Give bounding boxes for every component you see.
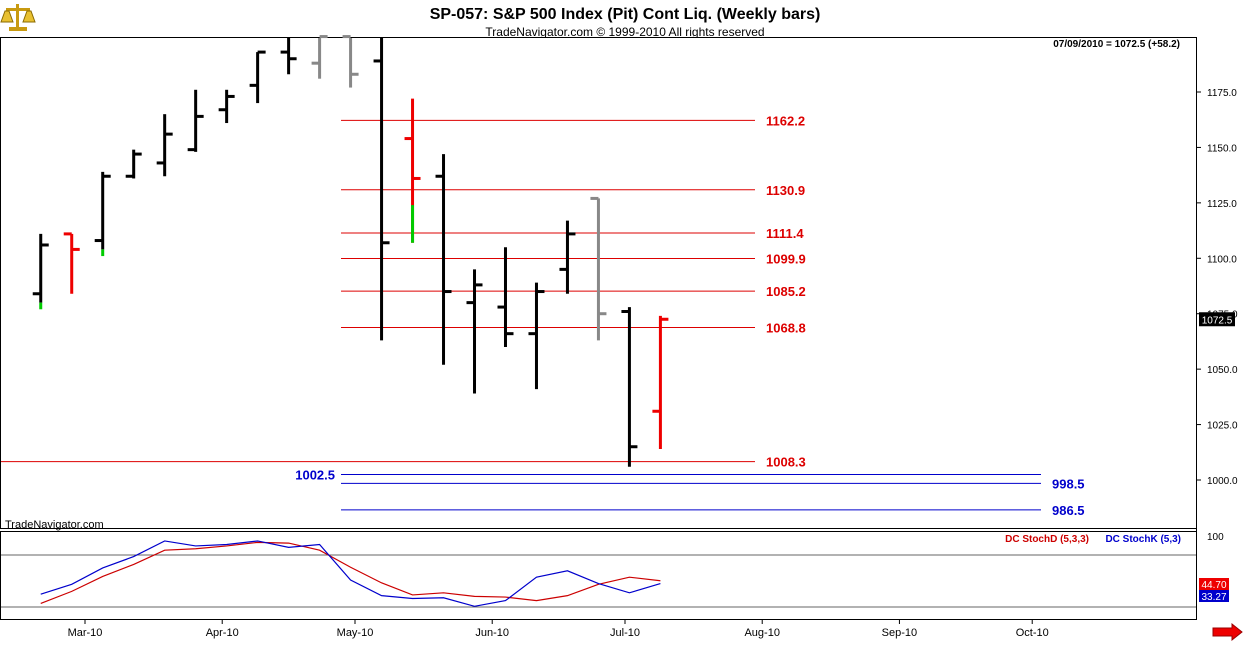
level-label: 1085.2 bbox=[766, 284, 806, 299]
date-tick-label: May-10 bbox=[337, 627, 374, 639]
stoch-last-box bbox=[1199, 590, 1229, 602]
date-tick-label: Sep-10 bbox=[882, 627, 917, 639]
last-price-box bbox=[1199, 312, 1235, 327]
stoch-panel bbox=[0, 531, 1197, 620]
level-label: 1002.5 bbox=[295, 467, 335, 482]
price-bar bbox=[528, 282, 545, 390]
price-bar bbox=[32, 233, 49, 303]
right-arrow-icon[interactable] bbox=[1212, 622, 1243, 642]
date-axis: Mar-10 Apr-10 May-10 Jun-10 Jul-10 Aug-10 Sep-… bbox=[68, 620, 1049, 639]
last-price-label: 1072.5 bbox=[1202, 315, 1233, 326]
price-bar bbox=[94, 171, 111, 250]
price-bar bbox=[63, 232, 80, 294]
date-tick-label: Oct-10 bbox=[1016, 627, 1049, 639]
date-tick-label: Jun-10 bbox=[475, 627, 509, 639]
price-bar bbox=[125, 149, 142, 179]
price-bars bbox=[32, 35, 669, 467]
date-tick-label: Apr-10 bbox=[206, 627, 239, 639]
price-bar bbox=[156, 114, 173, 177]
stoch-tick-label: 100 bbox=[1207, 532, 1224, 543]
price-bar bbox=[342, 35, 359, 88]
scales-logo-icon bbox=[0, 0, 36, 32]
price-bar bbox=[187, 89, 204, 152]
copyright-text: TradeNavigator.com © 1999-2010 All right… bbox=[485, 25, 764, 39]
level-lines: 1162.2 1130.9 1111.4 1099.9 1085.2 1068.8 1008… bbox=[1, 113, 1085, 518]
stoch-d-line bbox=[40, 541, 661, 605]
last-quote-text: 07/09/2010 = 1072.5 (+58.2) bbox=[1053, 39, 1180, 50]
date-tick-label: Mar-10 bbox=[68, 627, 103, 639]
price-tick-label: 1050.0 bbox=[1207, 365, 1238, 376]
price-bar bbox=[621, 307, 638, 467]
date-tick-label: Aug-10 bbox=[744, 627, 779, 639]
price-bar bbox=[497, 247, 514, 347]
price-tick-label: 1125.0 bbox=[1207, 199, 1237, 210]
price-bar bbox=[559, 220, 576, 294]
price-tick-label: 1175.0 bbox=[1207, 88, 1237, 99]
price-tick-label: 1000.0 bbox=[1207, 476, 1238, 487]
price-bar bbox=[280, 38, 297, 75]
level-label: 986.5 bbox=[1052, 503, 1085, 518]
stoch-last-box bbox=[1199, 578, 1229, 590]
price-tick-label: 1025.0 bbox=[1207, 421, 1238, 432]
level-label: 1099.9 bbox=[766, 252, 806, 267]
level-label: 1130.9 bbox=[766, 183, 805, 198]
price-bar bbox=[218, 89, 235, 124]
date-tick-label: Jul-10 bbox=[610, 627, 640, 639]
chart-title: SP-057: S&P 500 Index (Pit) Cont Liq. (W… bbox=[430, 6, 821, 23]
price-bar bbox=[249, 50, 266, 104]
stoch-k-line bbox=[40, 540, 661, 607]
price-tick-label: 1150.0 bbox=[1207, 143, 1237, 154]
level-label: 1068.8 bbox=[766, 320, 806, 335]
price-bar bbox=[590, 196, 607, 341]
stoch-last-label: 33.27 bbox=[1201, 592, 1226, 603]
stoch-d-legend: DC StochD (5,3,3) bbox=[1005, 534, 1089, 545]
level-label: 1162.2 bbox=[766, 113, 805, 128]
price-bar bbox=[311, 35, 328, 79]
watermark-text: TradeNavigator.com bbox=[5, 519, 104, 531]
level-label: 1111.4 bbox=[766, 226, 804, 241]
level-label: 998.5 bbox=[1052, 476, 1085, 491]
stoch-k-legend: DC StochK (5,3) bbox=[1105, 534, 1181, 545]
price-axis: 1000.01025.01050.01075.01100.01125.01150… bbox=[1196, 88, 1238, 487]
price-bar bbox=[435, 154, 452, 365]
price-bar bbox=[466, 269, 483, 394]
price-bar bbox=[652, 315, 669, 449]
price-tick-label: 1100.0 bbox=[1207, 254, 1237, 265]
price-bar bbox=[373, 38, 390, 341]
stoch-last-label: 44.70 bbox=[1201, 580, 1226, 591]
level-label: 1008.3 bbox=[766, 455, 806, 470]
